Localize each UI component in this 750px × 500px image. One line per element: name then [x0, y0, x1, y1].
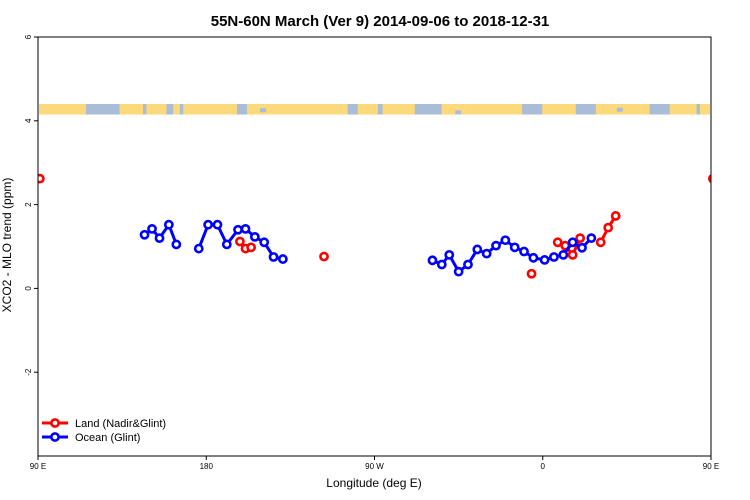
ocean-band — [247, 104, 348, 115]
x-axis: 90 E 180 90 W 0 90 E — [30, 456, 719, 471]
series-land — [38, 173, 711, 279]
legend-label: Ocean (Glint) — [75, 432, 140, 444]
data-point — [193, 243, 204, 254]
ocean-band — [119, 104, 144, 115]
data-point — [147, 224, 157, 234]
data-point — [707, 174, 711, 184]
ocean-band — [669, 104, 697, 115]
data-point — [509, 242, 520, 253]
data-point — [171, 239, 182, 250]
y-tick-label: -2 — [24, 368, 33, 376]
ocean-band — [468, 104, 523, 115]
data-point — [577, 242, 587, 253]
y-tick-label: 2 — [24, 202, 33, 207]
chart-title: 55N-60N March (Ver 9) 2014-09-06 to 2018… — [211, 13, 550, 30]
data-point — [246, 242, 257, 253]
ocean-band — [183, 104, 237, 115]
ocean-band — [357, 104, 378, 115]
y-tick-label: 4 — [24, 118, 33, 123]
island-mark — [616, 107, 623, 112]
y-axis: -2 0 2 4 6 — [24, 34, 38, 376]
data-point — [163, 219, 174, 230]
data-point — [491, 240, 501, 251]
data-point — [472, 244, 483, 255]
x-axis-label: Longitude (deg E) — [326, 476, 421, 490]
ocean-band — [50, 104, 86, 115]
data-point — [567, 237, 578, 248]
x-tick-label: 0 — [541, 462, 546, 471]
y-tick-label: 0 — [24, 286, 33, 291]
y-tick-label: 6 — [24, 34, 33, 39]
legend-marker — [50, 432, 60, 442]
data-point — [558, 249, 569, 260]
data-point — [481, 248, 492, 259]
data-point — [234, 236, 245, 247]
plot-area — [38, 173, 711, 279]
data-point — [259, 237, 270, 248]
data-point — [519, 246, 529, 257]
x-tick-label: 90 E — [30, 462, 46, 471]
ocean-band — [699, 104, 710, 115]
data-point — [249, 231, 260, 242]
data-point — [549, 252, 559, 262]
ocean-band — [173, 104, 180, 115]
data-point — [221, 239, 232, 250]
island-mark — [260, 108, 267, 113]
data-point — [500, 235, 511, 246]
data-point — [240, 224, 251, 234]
y-axis-label: XCO2 - MLO trend (ppm) — [0, 178, 14, 313]
x-tick-label: 90 E — [703, 462, 719, 471]
data-point — [139, 229, 150, 240]
map-strip — [39, 104, 710, 115]
data-point — [595, 237, 606, 248]
series-ocean — [139, 219, 597, 277]
data-point — [610, 211, 621, 221]
data-point — [233, 224, 243, 235]
ocean-band — [146, 104, 167, 115]
data-point — [603, 222, 614, 233]
data-point — [552, 237, 563, 248]
data-point — [526, 268, 537, 279]
legend: Land (Nadir&Glint) Ocean (Glint) — [42, 418, 166, 444]
data-point — [575, 233, 586, 244]
x-tick-label: 180 — [200, 462, 214, 471]
ocean-band — [382, 104, 415, 115]
legend-label: Land (Nadir&Glint) — [75, 418, 166, 430]
data-point — [528, 252, 539, 263]
x-tick-label: 90 W — [365, 462, 384, 471]
data-point — [436, 259, 447, 270]
ocean-band — [39, 104, 53, 115]
legend-marker — [50, 418, 60, 428]
plot-frame — [37, 36, 712, 457]
data-point — [319, 251, 329, 262]
data-point — [463, 259, 473, 270]
data-point — [453, 266, 464, 277]
data-point — [268, 252, 279, 262]
data-point — [586, 233, 597, 244]
ocean-band — [542, 104, 576, 115]
data-point — [539, 255, 550, 265]
data-point — [277, 254, 288, 264]
data-point — [427, 255, 438, 266]
data-point — [203, 219, 214, 230]
data-point — [444, 249, 455, 260]
data-point — [212, 219, 223, 230]
map-strip-ocean — [39, 104, 710, 115]
data-point — [38, 173, 45, 184]
island-mark — [455, 110, 462, 115]
ocean-band — [441, 104, 469, 115]
data-point — [567, 249, 578, 260]
data-point — [154, 233, 165, 244]
